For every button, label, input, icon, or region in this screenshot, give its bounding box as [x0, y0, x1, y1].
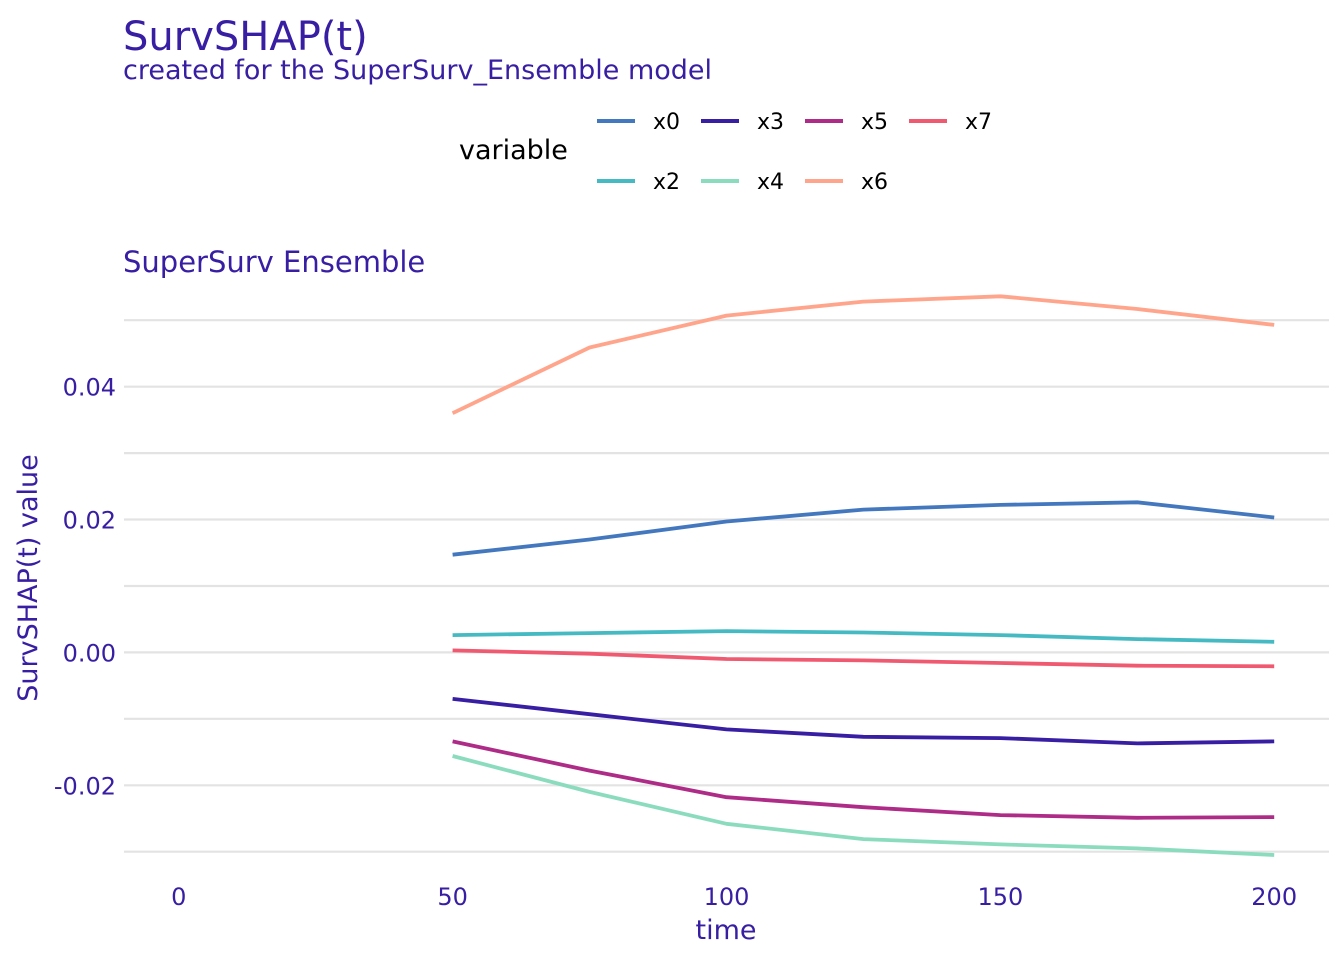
- x-axis-label: time: [695, 915, 756, 946]
- y-tick-label: 0.02: [63, 507, 116, 535]
- legend-title: variable: [459, 135, 568, 166]
- legend-label-x7: x7: [965, 110, 992, 135]
- y-axis-ticks: -0.02 0.00 0.02 0.04: [54, 374, 116, 801]
- series-line-x7: [452, 648, 1275, 669]
- legend-label-x5: x5: [861, 110, 888, 135]
- x-tick-label: 100: [704, 883, 750, 911]
- legend-label-x4: x4: [757, 170, 784, 195]
- y-axis-label: SurvSHAP(t) value: [13, 454, 44, 702]
- series-line-x2: [452, 629, 1275, 644]
- chart-subtitle: created for the SuperSurv_Ensemble model: [123, 55, 712, 86]
- legend-label-x2: x2: [653, 170, 680, 195]
- legend-label-x0: x0: [653, 110, 680, 135]
- series-line-x4: [452, 754, 1275, 857]
- facet-title: SuperSurv Ensemble: [123, 245, 425, 279]
- series-lines: [451, 294, 1275, 857]
- legend-label-x3: x3: [757, 110, 784, 135]
- chart-title: SurvSHAP(t): [123, 14, 368, 60]
- x-axis-ticks: 0 50 100 150 200: [171, 883, 1297, 911]
- y-tick-label: 0.00: [63, 639, 116, 667]
- series-line-x6: [451, 294, 1275, 415]
- x-tick-label: 200: [1251, 883, 1297, 911]
- legend-label-x6: x6: [861, 170, 888, 195]
- series-line-x0: [452, 500, 1275, 557]
- series-line-x5: [452, 739, 1275, 820]
- x-tick-label: 150: [977, 883, 1023, 911]
- x-tick-label: 50: [437, 883, 468, 911]
- legend: variable x0 x3 x5 x7 x2 x4 x6: [459, 110, 992, 195]
- gridlines: [124, 319, 1329, 853]
- y-tick-label: 0.04: [63, 374, 116, 402]
- x-tick-label: 0: [171, 883, 186, 911]
- y-tick-label: -0.02: [54, 772, 116, 800]
- series-line-x3: [452, 697, 1275, 746]
